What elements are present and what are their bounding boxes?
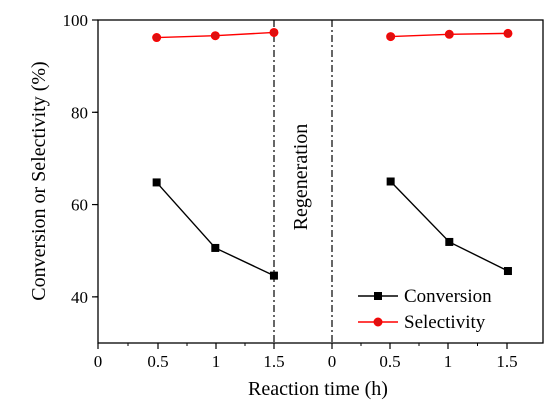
x-tick-label: 1 — [444, 352, 453, 371]
conversion-line — [156, 181, 275, 277]
axis-ticks — [92, 19, 508, 349]
x-tick-label: 1.5 — [263, 352, 284, 371]
legend-selectivity-label: Selectivity — [404, 312, 486, 333]
selectivity-point — [444, 29, 454, 39]
legend-conversion-label: Conversion — [404, 286, 492, 307]
selectivity-point — [269, 27, 279, 37]
y-tick-label: 80 — [71, 103, 88, 122]
x-tick-label: 0.5 — [379, 352, 400, 371]
selectivity-point — [503, 28, 513, 38]
y-tick-label: 100 — [63, 11, 89, 30]
y-tick-label: 60 — [71, 196, 88, 215]
plot-frame — [97, 19, 544, 344]
series-layer — [152, 27, 513, 280]
plot-border — [97, 19, 544, 344]
legend-selectivity-marker — [373, 317, 383, 327]
selectivity-point — [210, 31, 220, 41]
regeneration-annotation: Regeneration — [290, 124, 312, 231]
selectivity-point — [386, 32, 396, 42]
x-tick-label: 1 — [212, 352, 221, 371]
tick-labels: 0 0.5 1 1.5 0 0.5 1 1.5 40 60 80 100 — [63, 11, 518, 371]
y-axis-title: Conversion or Selectivity (%) — [28, 61, 50, 300]
x-tick-label: 0 — [328, 352, 337, 371]
y-tick-label: 40 — [71, 288, 88, 307]
selectivity-point — [152, 33, 162, 43]
conversion-point — [269, 271, 278, 280]
x-tick-label: 1.5 — [496, 352, 517, 371]
conversion-point — [211, 243, 220, 252]
legend-conversion-marker — [374, 292, 382, 300]
conversion-point — [445, 237, 454, 246]
conversion-point — [503, 267, 512, 276]
conversion-point — [386, 177, 395, 186]
x-tick-label: 0.5 — [147, 352, 168, 371]
legend: Conversion Selectivity — [358, 286, 492, 333]
x-tick-label: 0 — [94, 352, 103, 371]
conversion-line — [390, 181, 509, 272]
x-axis-title: Reaction time (h) — [248, 378, 388, 400]
conversion-point — [152, 178, 161, 187]
